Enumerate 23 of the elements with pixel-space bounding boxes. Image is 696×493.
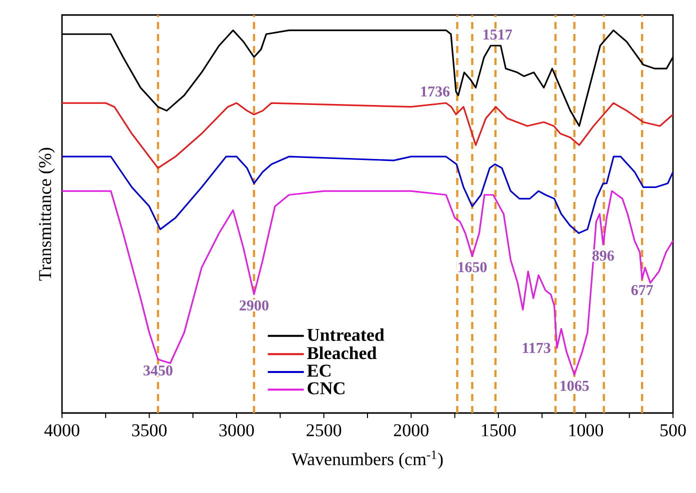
annotation: 1650: [458, 262, 487, 272]
legend-label: EC: [307, 364, 330, 377]
x-tick-label: 4000: [44, 424, 80, 436]
annotation: 1517: [484, 30, 512, 40]
annotation: 1065: [560, 380, 589, 391]
x-tick-label: 500: [660, 424, 686, 436]
legend-label: Bleached: [307, 346, 377, 360]
y-axis-title: Transmittance (%): [38, 148, 55, 281]
legend-label: Untreated: [307, 328, 384, 341]
x-axis-title: Wavenumbers (cm$^{-1}$): [292, 450, 443, 469]
annotation: 2900: [240, 300, 268, 310]
x-tick-label: 1500: [482, 424, 516, 436]
legend-label: CNC: [308, 382, 344, 394]
annotation: 896: [592, 250, 614, 261]
annotation: 1736: [421, 86, 450, 97]
x-tick-label: 2000: [394, 424, 428, 436]
annotation: 1173: [522, 342, 550, 353]
x-tick-label: 3000: [219, 424, 254, 436]
x-tick-label: 3500: [132, 424, 167, 436]
x-tick-label: 1000: [569, 424, 604, 436]
x-tick-label: 2500: [306, 424, 342, 436]
annotation: 677: [631, 285, 653, 296]
annotation: 3450: [144, 365, 172, 376]
